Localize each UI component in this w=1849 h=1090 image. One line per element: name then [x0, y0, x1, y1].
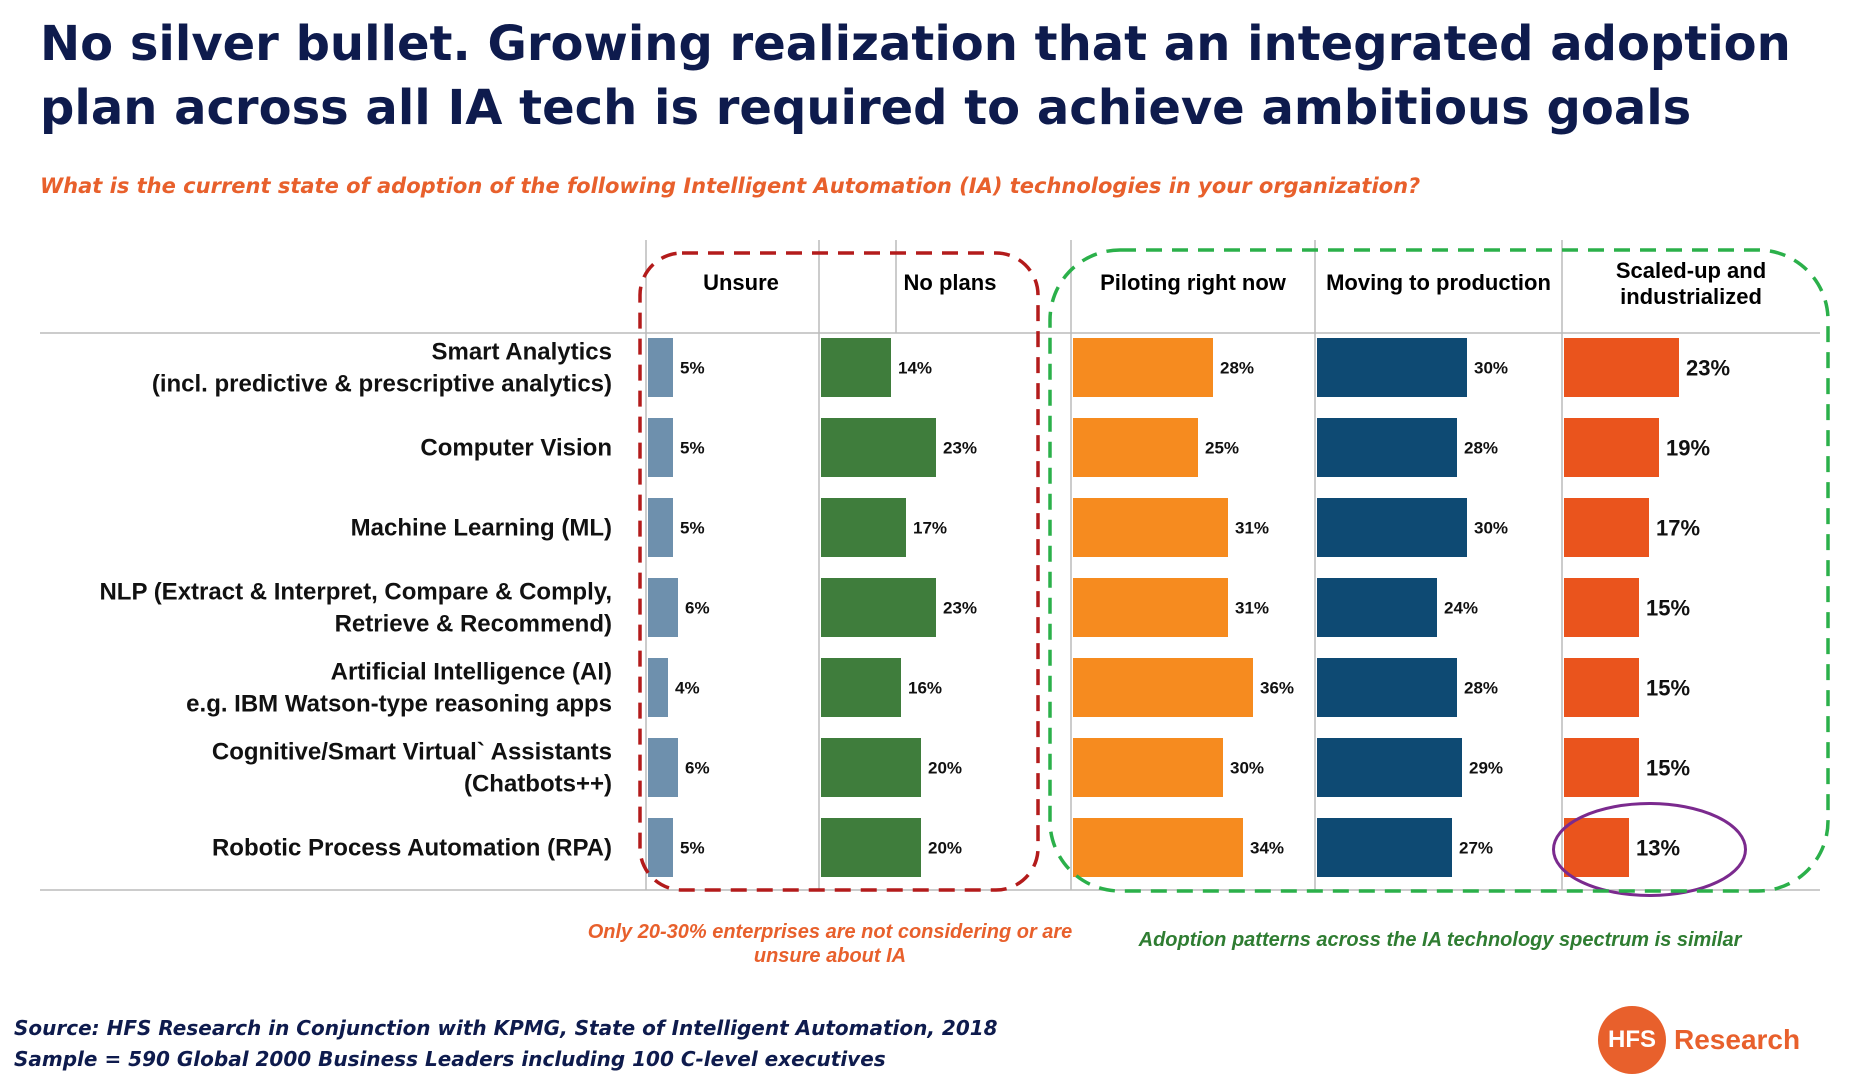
hfs-logo-badge: HFS — [1598, 1006, 1666, 1074]
data-label-scaled-up-and-industrialized-artificial-intelligence-ai: 15% — [1646, 676, 1690, 701]
group-outline-not-adopting — [638, 251, 1040, 892]
data-label-scaled-up-and-industrialized-computer-vision: 19% — [1666, 436, 1710, 461]
data-label-unsure-robotic-process-automation-rpa: 5% — [680, 839, 705, 858]
data-label-unsure-nlp-extract-interpret-compare-comply: 6% — [685, 599, 710, 618]
bar-moving-to-production-smart-analytics — [1317, 338, 1467, 397]
bar-piloting-right-now-smart-analytics — [1073, 338, 1213, 397]
data-label-unsure-artificial-intelligence-ai: 4% — [675, 679, 700, 698]
data-label-piloting-right-now-smart-analytics: 28% — [1220, 359, 1254, 378]
bar-scaled-up-and-industrialized-computer-vision — [1564, 418, 1659, 477]
data-label-piloting-right-now-artificial-intelligence-ai: 36% — [1260, 679, 1294, 698]
data-label-unsure-computer-vision: 5% — [680, 439, 705, 458]
bar-scaled-up-and-industrialized-machine-learning-ml — [1564, 498, 1649, 557]
data-label-piloting-right-now-machine-learning-ml: 31% — [1235, 519, 1269, 538]
data-label-scaled-up-and-industrialized-cognitive-smart-virtual-assistants: 15% — [1646, 756, 1690, 781]
category-label-machine-learning-ml: Machine Learning (ML) — [351, 515, 612, 542]
bar-scaled-up-and-industrialized-nlp-extract-interpret-compare-comply — [1564, 578, 1639, 637]
data-label-no-plans-smart-analytics: 14% — [898, 359, 932, 378]
bar-no-plans-nlp-extract-interpret-compare-comply — [821, 578, 936, 637]
data-label-no-plans-artificial-intelligence-ai: 16% — [908, 679, 942, 698]
bar-unsure-nlp-extract-interpret-compare-comply — [648, 578, 678, 637]
column-header-scaled-up-and-industrialized: Scaled-up and industrialized — [1616, 258, 1766, 309]
category-label-robotic-process-automation-rpa: Robotic Process Automation (RPA) — [212, 835, 612, 862]
hfs-research-logo: HFS Research — [1598, 1005, 1800, 1075]
data-label-unsure-cognitive-smart-virtual-assistants: 6% — [685, 759, 710, 778]
bar-no-plans-computer-vision — [821, 418, 936, 477]
page-title: No silver bullet. Growing realization th… — [40, 16, 1791, 136]
bar-piloting-right-now-machine-learning-ml — [1073, 498, 1228, 557]
bar-unsure-machine-learning-ml — [648, 498, 673, 557]
data-label-piloting-right-now-robotic-process-automation-rpa: 34% — [1250, 839, 1284, 858]
bar-no-plans-cognitive-smart-virtual-assistants — [821, 738, 921, 797]
data-label-unsure-machine-learning-ml: 5% — [680, 519, 705, 538]
column-header-moving-to-production: Moving to production — [1326, 270, 1551, 295]
bar-piloting-right-now-robotic-process-automation-rpa — [1073, 818, 1243, 877]
data-label-piloting-right-now-computer-vision: 25% — [1205, 439, 1239, 458]
data-label-no-plans-nlp-extract-interpret-compare-comply: 23% — [943, 599, 977, 618]
bar-unsure-artificial-intelligence-ai — [648, 658, 668, 717]
data-label-moving-to-production-machine-learning-ml: 30% — [1474, 519, 1508, 538]
bar-unsure-computer-vision — [648, 418, 673, 477]
category-label-cognitive-smart-virtual-assistants: Cognitive/Smart Virtual` Assistants (Chat… — [212, 739, 612, 798]
group-outline-adopting — [1048, 248, 1830, 893]
data-label-moving-to-production-smart-analytics: 30% — [1474, 359, 1508, 378]
bar-scaled-up-and-industrialized-smart-analytics — [1564, 338, 1679, 397]
data-label-no-plans-robotic-process-automation-rpa: 20% — [928, 839, 962, 858]
bar-moving-to-production-cognitive-smart-virtual-assistants — [1317, 738, 1462, 797]
data-label-no-plans-cognitive-smart-virtual-assistants: 20% — [928, 759, 962, 778]
data-label-no-plans-machine-learning-ml: 17% — [913, 519, 947, 538]
bar-no-plans-smart-analytics — [821, 338, 891, 397]
annotation-unsure-no-plans: Only 20-30% enterprises are not consider… — [587, 921, 1073, 967]
data-label-piloting-right-now-cognitive-smart-virtual-assistants: 30% — [1230, 759, 1264, 778]
highlight-circle — [1552, 802, 1747, 897]
bar-moving-to-production-robotic-process-automation-rpa — [1317, 818, 1452, 877]
bar-piloting-right-now-computer-vision — [1073, 418, 1198, 477]
data-label-scaled-up-and-industrialized-smart-analytics: 23% — [1686, 356, 1730, 381]
bar-no-plans-artificial-intelligence-ai — [821, 658, 901, 717]
data-label-unsure-smart-analytics: 5% — [680, 359, 705, 378]
bar-scaled-up-and-industrialized-robotic-process-automation-rpa — [1564, 818, 1629, 877]
bar-piloting-right-now-cognitive-smart-virtual-assistants — [1073, 738, 1223, 797]
bar-moving-to-production-computer-vision — [1317, 418, 1457, 477]
bar-scaled-up-and-industrialized-artificial-intelligence-ai — [1564, 658, 1639, 717]
column-header-piloting-right-now: Piloting right now — [1100, 270, 1287, 295]
category-label-smart-analytics: Smart Analytics (incl. predictive & presc… — [152, 339, 612, 398]
chart-question: What is the current state of adoption of… — [40, 174, 1421, 198]
data-label-moving-to-production-cognitive-smart-virtual-assistants: 29% — [1469, 759, 1503, 778]
column-header-unsure: Unsure — [703, 270, 779, 295]
data-label-scaled-up-and-industrialized-nlp-extract-interpret-compare-comply: 15% — [1646, 596, 1690, 621]
category-label-artificial-intelligence-ai: Artificial Intelligence (AI) e.g. IBM Wat… — [186, 659, 612, 718]
source-line: Source: HFS Research in Conjunction with… — [14, 1016, 998, 1040]
bar-no-plans-machine-learning-ml — [821, 498, 906, 557]
data-label-moving-to-production-robotic-process-automation-rpa: 27% — [1459, 839, 1493, 858]
sample-line: Sample = 590 Global 2000 Business Leader… — [14, 1047, 886, 1071]
bar-moving-to-production-nlp-extract-interpret-compare-comply — [1317, 578, 1437, 637]
bar-piloting-right-now-artificial-intelligence-ai — [1073, 658, 1253, 717]
bar-moving-to-production-machine-learning-ml — [1317, 498, 1467, 557]
column-header-no-plans: No plans — [904, 270, 997, 295]
annotation-adoption-similar: Adoption patterns across the IA technolo… — [1138, 929, 1742, 951]
data-label-moving-to-production-artificial-intelligence-ai: 28% — [1464, 679, 1498, 698]
category-label-computer-vision: Computer Vision — [420, 435, 612, 462]
hfs-logo-text: Research — [1674, 1024, 1801, 1055]
bar-unsure-cognitive-smart-virtual-assistants — [648, 738, 678, 797]
data-label-piloting-right-now-nlp-extract-interpret-compare-comply: 31% — [1235, 599, 1269, 618]
data-label-moving-to-production-computer-vision: 28% — [1464, 439, 1498, 458]
data-label-scaled-up-and-industrialized-machine-learning-ml: 17% — [1656, 516, 1700, 541]
bar-no-plans-robotic-process-automation-rpa — [821, 818, 921, 877]
source-note: Source: HFS Research in Conjunction with… — [14, 1013, 998, 1075]
bar-unsure-smart-analytics — [648, 338, 673, 397]
data-label-moving-to-production-nlp-extract-interpret-compare-comply: 24% — [1444, 599, 1478, 618]
data-label-scaled-up-and-industrialized-robotic-process-automation-rpa: 13% — [1636, 836, 1680, 861]
bar-piloting-right-now-nlp-extract-interpret-compare-comply — [1073, 578, 1228, 637]
bar-moving-to-production-artificial-intelligence-ai — [1317, 658, 1457, 717]
category-label-nlp-extract-interpret-compare-comply: NLP (Extract & Interpret, Compare & Comp… — [99, 579, 612, 638]
bar-unsure-robotic-process-automation-rpa — [648, 818, 673, 877]
bar-scaled-up-and-industrialized-cognitive-smart-virtual-assistants — [1564, 738, 1639, 797]
data-label-no-plans-computer-vision: 23% — [943, 439, 977, 458]
